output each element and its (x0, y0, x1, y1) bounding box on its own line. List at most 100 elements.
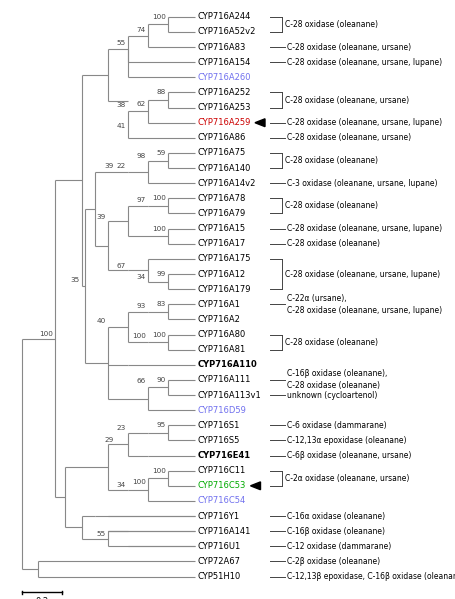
Text: CYP716A140: CYP716A140 (197, 164, 251, 173)
Text: 40: 40 (96, 318, 106, 324)
Text: CYP51H10: CYP51H10 (197, 572, 241, 581)
Text: C-6 oxidase (dammarane): C-6 oxidase (dammarane) (286, 420, 386, 430)
Text: C-28 oxidase (oleanane): C-28 oxidase (oleanane) (284, 338, 377, 347)
Text: CYP716A83: CYP716A83 (197, 43, 246, 52)
Text: CYP716A79: CYP716A79 (197, 209, 246, 218)
Text: 23: 23 (116, 425, 126, 431)
Text: CYP716A75: CYP716A75 (197, 149, 246, 158)
Text: CYP716A15: CYP716A15 (197, 224, 246, 233)
Text: CYP716A253: CYP716A253 (197, 103, 251, 112)
Text: CYP716C53: CYP716C53 (197, 482, 246, 491)
Text: 99: 99 (157, 271, 166, 277)
Text: C-12 oxidase (dammarane): C-12 oxidase (dammarane) (286, 542, 390, 551)
Text: C-6β oxidase (oleanane, ursane): C-6β oxidase (oleanane, ursane) (286, 451, 410, 460)
Text: CYP716A2: CYP716A2 (197, 315, 240, 324)
Text: 59: 59 (157, 150, 166, 156)
Text: 100: 100 (152, 226, 166, 232)
Text: CYP716A110: CYP716A110 (197, 360, 257, 369)
Text: 62: 62 (136, 101, 146, 107)
Text: C-28 oxidase (oleanane, ursane, lupane): C-28 oxidase (oleanane, ursane, lupane) (286, 118, 441, 127)
Text: 98: 98 (136, 153, 146, 159)
Text: CYP716U1: CYP716U1 (197, 542, 241, 551)
Text: 100: 100 (152, 195, 166, 201)
Text: CYP716A141: CYP716A141 (197, 527, 251, 536)
Text: C-12,13β epoxidase, C-16β oxidase (oleanane): C-12,13β epoxidase, C-16β oxidase (olean… (286, 572, 455, 581)
Text: CYP716Y1: CYP716Y1 (197, 512, 240, 521)
Text: 100: 100 (132, 333, 146, 339)
Text: C-3 oxidase (oleanane, ursane, lupane): C-3 oxidase (oleanane, ursane, lupane) (286, 179, 436, 187)
Text: C-28 oxidase (oleanane): C-28 oxidase (oleanane) (284, 20, 377, 29)
Text: 93: 93 (136, 302, 146, 308)
Text: 100: 100 (152, 468, 166, 474)
Text: C-28 oxidase (oleanane, ursane): C-28 oxidase (oleanane, ursane) (286, 134, 410, 143)
Text: 100: 100 (132, 479, 146, 485)
Text: CYP716S5: CYP716S5 (197, 436, 240, 445)
Text: C-28 oxidase (oleanane, ursane): C-28 oxidase (oleanane, ursane) (284, 95, 408, 104)
Text: 100: 100 (39, 331, 53, 337)
Text: CYP716A175: CYP716A175 (197, 255, 251, 264)
Text: CYP716A78: CYP716A78 (197, 194, 246, 203)
Text: 55: 55 (96, 531, 106, 537)
Text: 97: 97 (136, 197, 146, 203)
Text: 22: 22 (116, 163, 126, 169)
Text: unknown (cycloartenol): unknown (cycloartenol) (286, 391, 377, 400)
Text: CYP716A52v2: CYP716A52v2 (197, 28, 256, 37)
Text: 67: 67 (116, 263, 126, 269)
Text: CYP716A1: CYP716A1 (197, 300, 240, 308)
Polygon shape (254, 119, 264, 126)
Text: C-16α oxidase (oleanane): C-16α oxidase (oleanane) (286, 512, 384, 521)
Text: CYP716A111: CYP716A111 (197, 376, 251, 385)
Text: 34: 34 (116, 482, 126, 488)
Text: CYP716A17: CYP716A17 (197, 239, 246, 248)
Text: CYP716A81: CYP716A81 (197, 345, 246, 354)
Text: C-22α (ursane),: C-22α (ursane), (286, 294, 346, 302)
Text: C-28 oxidase (oleanane): C-28 oxidase (oleanane) (284, 156, 377, 165)
Polygon shape (250, 482, 260, 490)
Text: C-28 oxidase (oleanane, ursane, lupane): C-28 oxidase (oleanane, ursane, lupane) (286, 58, 441, 66)
Text: C-28 oxidase (oleanane): C-28 oxidase (oleanane) (286, 239, 379, 248)
Text: 95: 95 (157, 422, 166, 428)
Text: CYP716D59: CYP716D59 (197, 406, 246, 415)
Text: 35: 35 (71, 277, 80, 283)
Text: CYP716A154: CYP716A154 (197, 58, 251, 66)
Text: CYP716C11: CYP716C11 (197, 466, 246, 475)
Text: 29: 29 (105, 437, 114, 443)
Text: CYP716A12: CYP716A12 (197, 270, 246, 279)
Text: CYP716A252: CYP716A252 (197, 88, 251, 97)
Text: C-28 oxidase (oleanane): C-28 oxidase (oleanane) (286, 382, 379, 391)
Text: CYP716A113v1: CYP716A113v1 (197, 391, 261, 400)
Text: CYP72A67: CYP72A67 (197, 557, 241, 566)
Text: C-28 oxidase (oleanane, ursane, lupane): C-28 oxidase (oleanane, ursane, lupane) (284, 270, 439, 279)
Text: 74: 74 (136, 27, 146, 33)
Text: C-16β oxidase (oleanane): C-16β oxidase (oleanane) (286, 527, 384, 536)
Text: C-12,13α epoxidase (oleanane): C-12,13α epoxidase (oleanane) (286, 436, 405, 445)
Text: 90: 90 (157, 377, 166, 383)
Text: C-16β oxidase (oleanane),: C-16β oxidase (oleanane), (286, 370, 387, 379)
Text: C-28 oxidase (oleanane, ursane, lupane): C-28 oxidase (oleanane, ursane, lupane) (286, 306, 441, 315)
Text: 0.2: 0.2 (35, 597, 48, 599)
Text: 39: 39 (96, 213, 106, 219)
Text: 55: 55 (116, 40, 126, 46)
Text: 38: 38 (116, 102, 126, 108)
Text: CYP716C54: CYP716C54 (197, 497, 246, 506)
Text: C-28 oxidase (oleanane, ursane, lupane): C-28 oxidase (oleanane, ursane, lupane) (286, 224, 441, 233)
Text: CYP716A80: CYP716A80 (197, 330, 246, 339)
Text: CYP716A244: CYP716A244 (197, 13, 251, 22)
Text: C-2α oxidase (oleanane, ursane): C-2α oxidase (oleanane, ursane) (284, 474, 409, 483)
Text: 66: 66 (136, 379, 146, 385)
Text: 41: 41 (116, 123, 126, 129)
Text: 88: 88 (157, 89, 166, 95)
Text: C-28 oxidase (oleanane, ursane): C-28 oxidase (oleanane, ursane) (286, 43, 410, 52)
Text: 39: 39 (105, 163, 114, 169)
Text: C-2β oxidase (oleanane): C-2β oxidase (oleanane) (286, 557, 379, 566)
Text: CYP716A260: CYP716A260 (197, 73, 251, 82)
Text: 100: 100 (152, 14, 166, 20)
Text: 100: 100 (152, 331, 166, 337)
Text: 83: 83 (157, 301, 166, 307)
Text: CYP716S1: CYP716S1 (197, 420, 240, 430)
Text: C-28 oxidase (oleanane): C-28 oxidase (oleanane) (284, 201, 377, 210)
Text: CYP716A259: CYP716A259 (197, 118, 251, 127)
Text: CYP716A179: CYP716A179 (197, 285, 251, 294)
Text: 34: 34 (136, 274, 146, 280)
Text: CYP716A14v2: CYP716A14v2 (197, 179, 256, 187)
